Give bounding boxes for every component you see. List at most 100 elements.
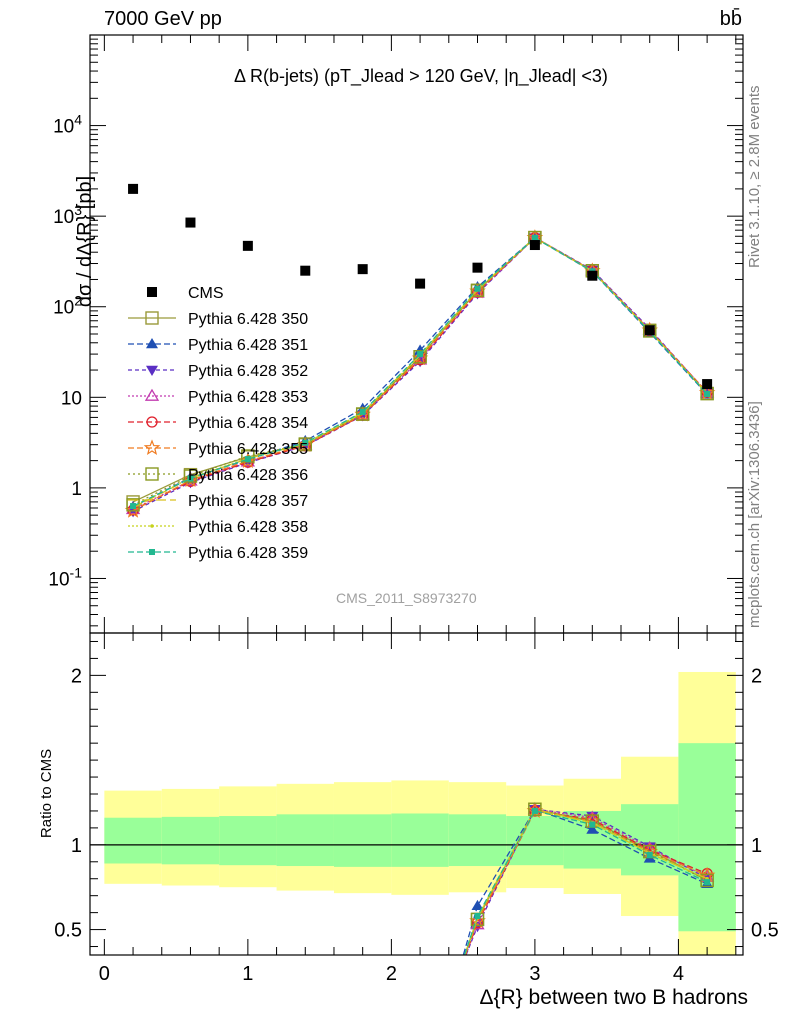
inner-band-bin [448,814,507,867]
ratio-point-359 [474,913,481,920]
ratio-y-tick-label: 0.5 [54,920,82,942]
legend-marker-359 [149,549,155,555]
legend-marker-350 [145,311,159,325]
legend-label-353: Pythia 6.428 353 [188,389,308,406]
data-point [357,264,368,275]
data-point [644,325,655,336]
data-point [242,240,253,251]
ratio-point-359 [704,879,711,886]
x-axis-label: Δ{R} between two B hadrons [479,986,748,1009]
legend-label-356: Pythia 6.428 356 [188,467,308,484]
energy-label: 7000 GeV pp [104,8,222,30]
mc-point-359 [531,234,538,241]
legend-label-357: Pythia 6.428 357 [188,493,308,510]
ratio-point-355 [469,912,486,929]
mc-point-359 [302,439,309,446]
ratio-point-356 [700,873,714,888]
ratio-point-352 [643,842,656,853]
legend-label-351: Pythia 6.428 351 [188,337,308,354]
mc-point-355 [182,471,199,488]
legend-label-358: Pythia 6.428 358 [188,519,308,536]
ratio-y-tick-label: 0.5 [751,920,779,942]
data-point [185,217,196,228]
inner-band-bin [333,814,392,867]
x-tick-label: 0 [99,963,110,985]
inner-band-bin [678,743,736,932]
legend-marker-353 [144,388,160,401]
mc-point-359 [704,390,711,397]
ratio-line-358 [464,810,708,955]
mc-line-352 [132,236,708,512]
inner-band-bin [276,814,334,867]
legend: CMS Pythia 6.428 350 Pythia 6.428 351 Pythi… [128,285,308,562]
legend-label-355: Pythia 6.428 355 [188,441,308,458]
inner-band-bin [161,816,220,865]
ratio-point-359 [646,852,653,859]
legend-marker-358 [150,524,154,528]
axes-frames: 10-1 1 10 102 103 104 0 1 2 3 4 0.5 0.5 1 1 2 2 [48,34,779,985]
ratio-line-352 [465,808,708,955]
mc-line-359 [132,237,708,507]
mc-point-356 [298,437,312,451]
ratio-line-354 [464,810,708,955]
mc-point-355 [297,436,314,452]
inner-band-bin [219,816,277,866]
mc-point-359 [474,285,481,292]
legend-label-354: Pythia 6.428 354 [188,415,308,432]
legend-label-350: Pythia 6.428 350 [188,311,308,328]
x-tick-label: 4 [673,963,684,985]
inner-band-bin [104,817,162,864]
main-y-tick-label: 104 [53,112,82,138]
inner-band-bin [506,816,564,866]
ratio-line-359 [463,810,708,955]
plot-title: Δ R(b-jets) (pT_Jlead > 120 GeV, |η_Jlea… [234,66,608,86]
process-label: bb̄ [719,8,742,30]
legend-marker-352 [146,365,158,376]
mc-point-359 [417,351,424,358]
legend-marker-354 [146,416,158,428]
x-tick-label: 2 [386,963,397,985]
main-y-tick-label: 103 [53,202,82,228]
main-series [124,183,716,518]
ratio-uncertainty-bands [90,671,743,955]
data-point [529,240,540,251]
ratio-point-359 [531,807,538,814]
mc-point-356 [470,283,485,297]
data-point [472,262,483,273]
legend-marker-355 [143,439,161,456]
x-tick-label: 3 [529,963,540,985]
mc-point-355 [239,452,257,469]
mc-point-355 [469,282,486,299]
ratio-series [462,801,716,955]
ratio-point-351 [471,899,484,911]
main-y-tick-label: 1 [71,479,82,500]
main-y-tick-label: 10-1 [48,564,82,590]
ratio-y-tick-label: 2 [71,665,82,687]
mc-point-355 [411,349,429,366]
mc-point-355 [354,405,371,422]
inner-band-bin [391,813,449,867]
main-y-tick-label: 10 [61,388,82,409]
ratio-point-352 [586,811,599,823]
legend-marker-351 [146,338,158,349]
main-y-tick-label: 102 [53,293,82,319]
ratio-y-tick-label: 2 [751,665,762,687]
analysis-id-label: CMS_2011_S8973270 [336,590,477,606]
legend-label-359: Pythia 6.428 359 [188,545,308,562]
data-point [587,270,598,281]
mc-point-355 [124,502,142,518]
ratio-point-356 [528,802,542,816]
mc-point-359 [130,503,137,510]
x-tick-label: 1 [242,963,253,985]
mc-point-359 [187,475,194,482]
legend-marker-356 [145,467,159,481]
data-point [128,183,139,194]
data-point [415,278,426,289]
mc-point-356 [413,350,427,364]
ratio-point-359 [589,821,596,828]
ratio-y-tick-label: 1 [751,835,762,857]
ratio-y-tick-label: 1 [71,835,82,857]
mc-point-356 [355,407,370,421]
mc-point-359 [359,408,366,415]
